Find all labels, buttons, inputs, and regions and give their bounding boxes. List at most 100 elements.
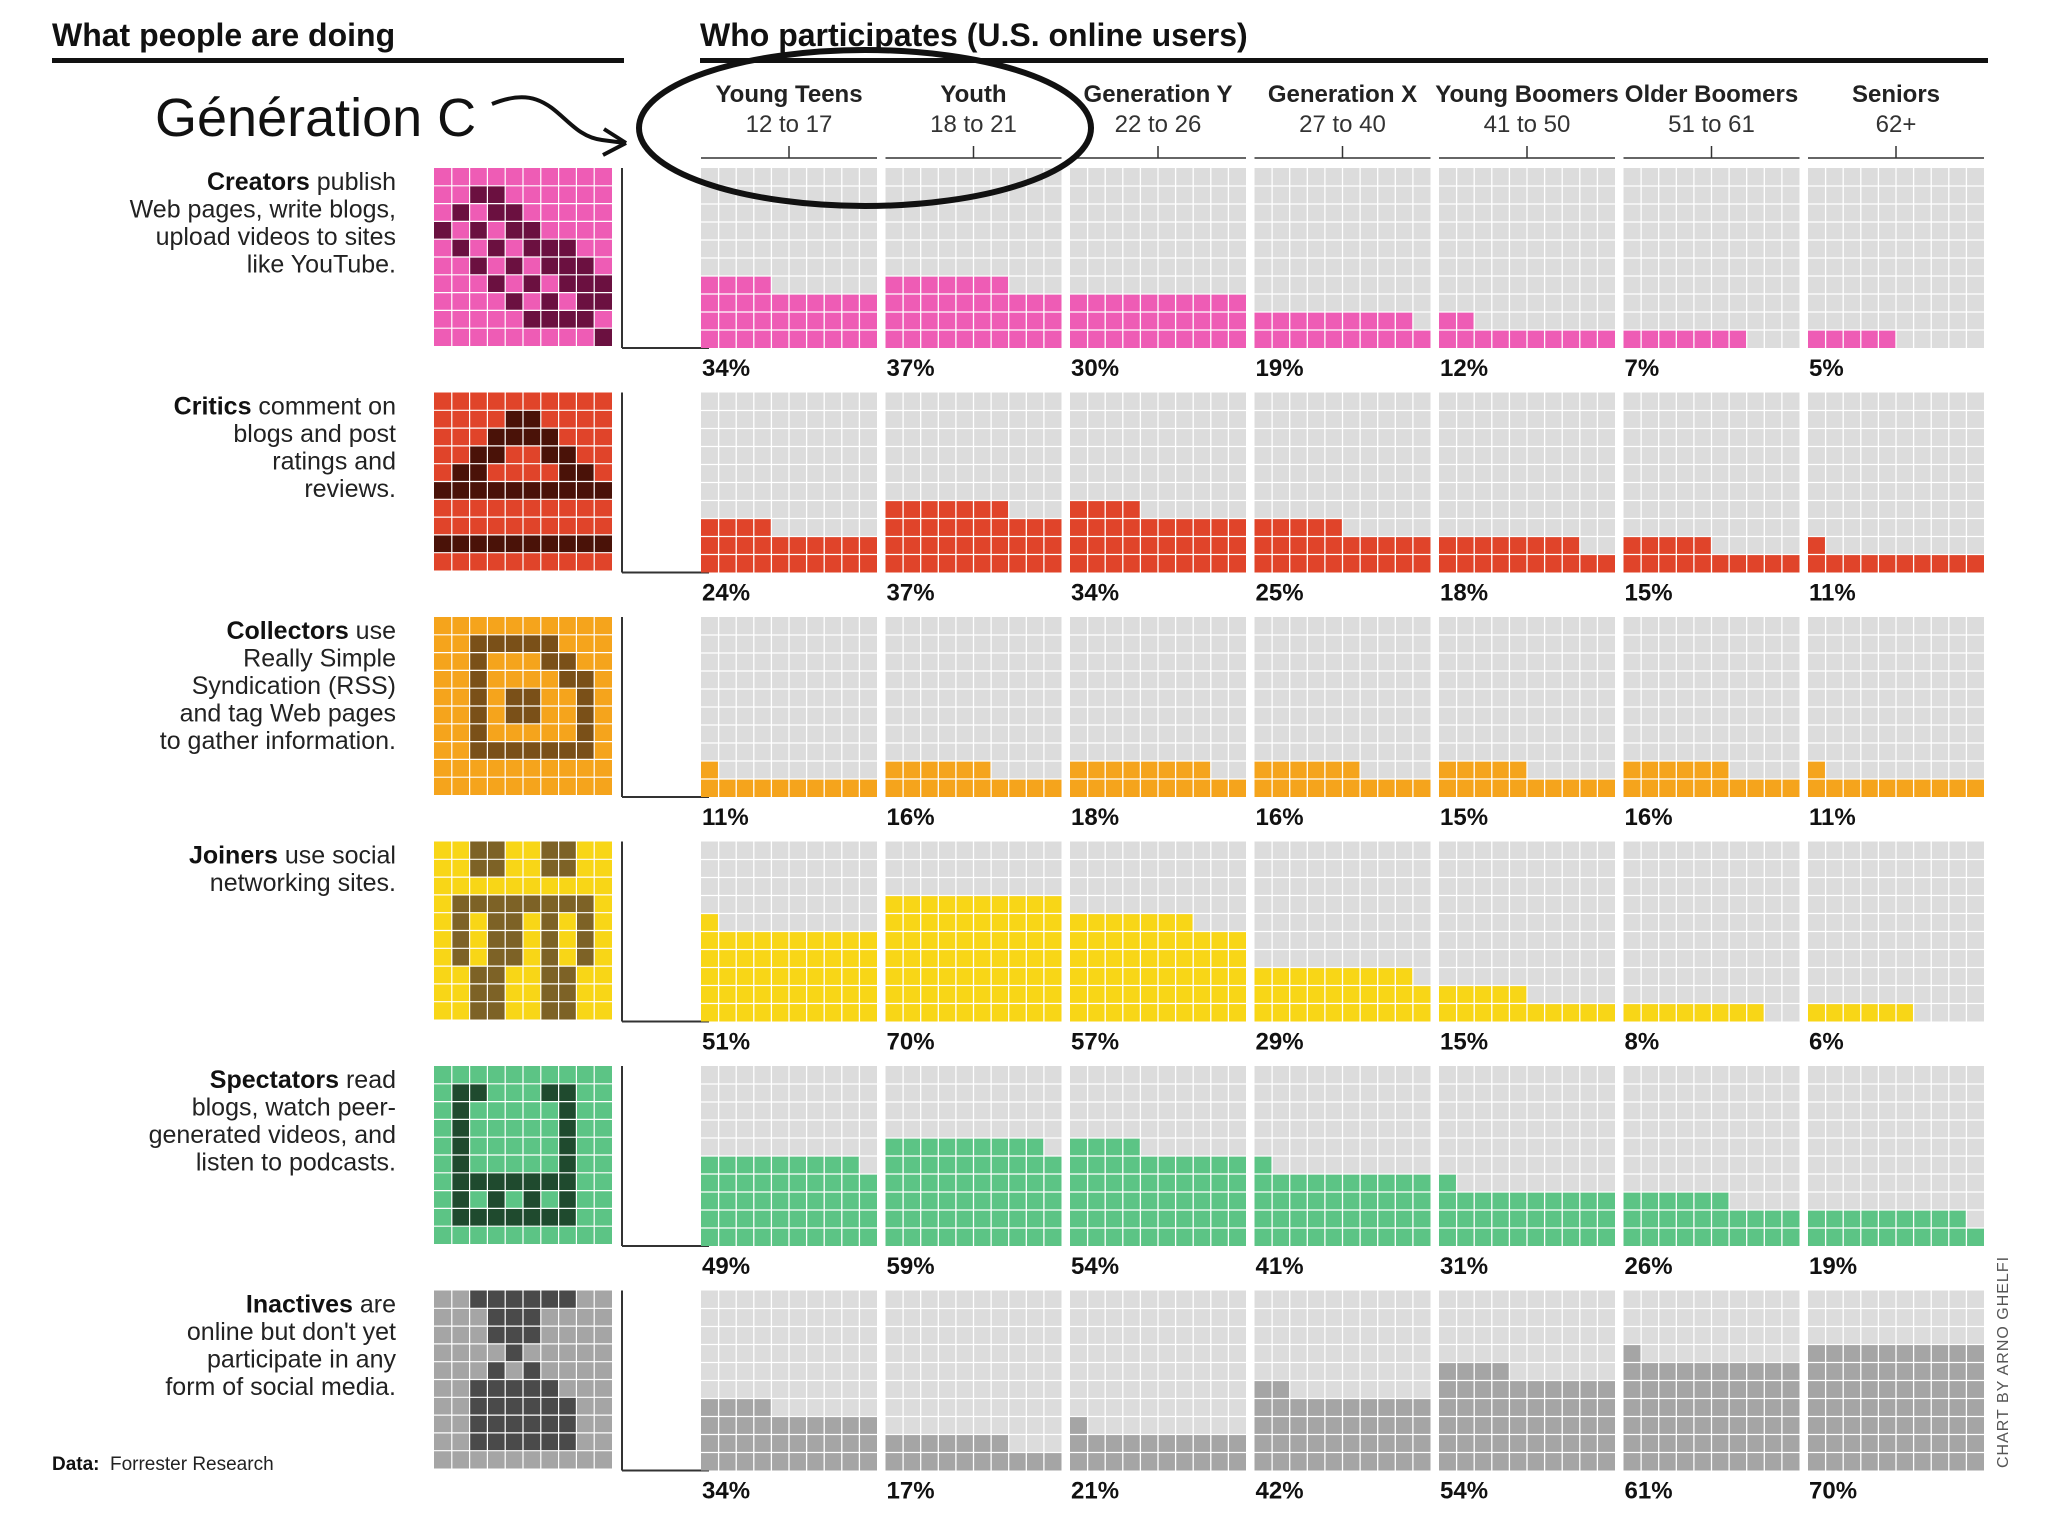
icon-pixel [505, 428, 523, 446]
icon-pixel [540, 1432, 559, 1451]
column-headers: Young Teens 12 to 17 Youth 18 to 21 Generati… [701, 81, 1984, 159]
data-cell: 21% [1070, 1290, 1246, 1505]
icon-pixel [594, 481, 612, 500]
data-cell: 54% [1439, 1290, 1615, 1505]
data-cell: 11% [701, 617, 877, 831]
value-bar-partial [885, 1138, 1044, 1156]
icon-pixel [523, 428, 541, 446]
icon-pixel [451, 894, 470, 913]
icon-pixel [558, 1155, 577, 1173]
icon-pixel [469, 1172, 488, 1191]
icon-pixel [576, 534, 595, 553]
icon-pixel [576, 894, 595, 913]
icon-pixel [451, 481, 470, 500]
icon-pixel [558, 1083, 577, 1102]
row-description-line: to gather information. [160, 727, 396, 755]
icon-pixel [540, 428, 559, 446]
source-text: Data: Forrester Research [52, 1454, 274, 1475]
value-bar-partial [1439, 761, 1527, 779]
icon-pixel [505, 634, 523, 653]
data-cell: 70% [885, 841, 1062, 1056]
column-age-range: 62+ [1876, 111, 1917, 138]
icon-pixel [558, 1415, 577, 1433]
icon-pixel [540, 1290, 559, 1309]
percent-label: 51% [702, 1029, 750, 1056]
icon-pixel [558, 1190, 577, 1209]
icon-pixel [540, 534, 559, 553]
icon-pixel [558, 652, 577, 671]
icon-pixel [523, 1208, 541, 1227]
value-bar-partial [701, 1156, 860, 1174]
data-cell: 5% [1808, 168, 1984, 382]
value-bar-partial [1808, 1210, 1967, 1228]
section-headers: What people are doing Who participates (… [52, 17, 1988, 63]
data-cell: 6% [1808, 841, 1984, 1056]
icon-pixel [576, 257, 595, 275]
icon-pixel [505, 481, 523, 500]
value-bar-partial [885, 276, 1009, 294]
icon-pixel [505, 894, 523, 913]
value-bar-partial [1254, 312, 1413, 330]
row-description-line: Joiners use social [189, 842, 396, 870]
value-bar-partial [885, 1434, 1009, 1453]
icon-pixel [505, 1379, 523, 1398]
icon-pixel [505, 1308, 523, 1327]
column-header: Older Boomers 51 to 61 [1623, 81, 1800, 159]
icon-pixel [487, 274, 506, 293]
percent-label: 15% [1440, 1029, 1488, 1056]
icon-pixel [487, 1397, 506, 1416]
percent-label: 17% [887, 1478, 935, 1505]
row-description-line: Spectators read [210, 1066, 396, 1094]
column-name: Seniors [1852, 81, 1940, 108]
right-section-title: Who participates (U.S. online users) [700, 17, 1248, 53]
icon-pixel [469, 445, 488, 464]
source-label: Data: [52, 1454, 100, 1475]
icon-pixel [434, 534, 452, 553]
source-note: Data: Forrester Research [52, 1454, 274, 1475]
icon-pixel [594, 534, 612, 553]
icon-pixel [558, 274, 577, 293]
data-cell: 31% [1439, 1066, 1615, 1280]
icon-pixel [487, 930, 506, 949]
icon-pixel [558, 1290, 577, 1309]
icon-pixel [576, 723, 595, 742]
icon-pixel [469, 966, 488, 984]
icon-pixel [487, 1190, 506, 1209]
icon-pixel [523, 1308, 541, 1327]
percent-label: 16% [887, 804, 935, 831]
icon-pixel [469, 841, 488, 860]
icon-pixel [469, 185, 488, 204]
row-description-line: Inactives are [246, 1291, 396, 1319]
icon-pixel [558, 1172, 577, 1191]
data-cell: 16% [1623, 617, 1800, 831]
icon-pixel [451, 948, 470, 967]
row-description-line: participate in any [207, 1346, 397, 1374]
row-description-line: Really Simple [243, 645, 396, 673]
icon-pixel [540, 1172, 559, 1191]
icon-pixel [505, 688, 523, 706]
icon-pixel [505, 706, 523, 724]
value-bar-partial [1808, 330, 1896, 348]
icon-pixel [469, 706, 488, 724]
icon-pixel [487, 1326, 506, 1344]
icon-pixel [523, 1432, 541, 1451]
percent-label: 15% [1625, 580, 1673, 607]
icon-pixel [540, 1397, 559, 1416]
value-bar-partial [701, 913, 719, 932]
icon-pixel [576, 310, 595, 329]
left-title-rule [52, 58, 624, 63]
percent-label: 16% [1256, 804, 1304, 831]
data-cell: 34% [701, 1290, 877, 1505]
icon-pixel [487, 859, 506, 878]
percent-label: 59% [887, 1253, 935, 1280]
icon-pixel [576, 912, 595, 931]
icon-pixel [558, 239, 577, 257]
column-name: Older Boomers [1625, 81, 1798, 108]
right-title-rule [700, 58, 1988, 63]
icon-pixel [469, 1415, 488, 1433]
percent-label: 37% [887, 355, 935, 382]
